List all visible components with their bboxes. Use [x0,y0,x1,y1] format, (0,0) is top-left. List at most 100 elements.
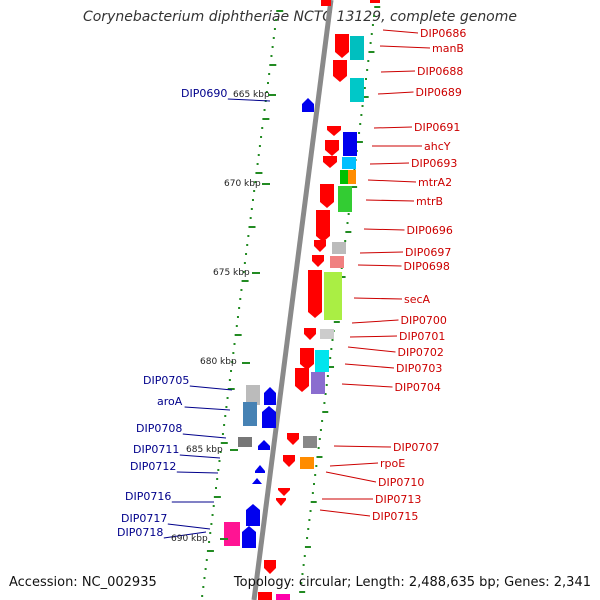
label-leader [349,335,398,338]
gene-label-dip0689: DIP0689 [416,86,462,99]
gc-tick [314,474,317,476]
reverse-gene [258,440,270,450]
gc-tick [323,402,326,404]
kbp-tick [242,362,250,364]
gene-box [340,170,348,184]
gc-tick [306,537,309,539]
gc-tick [246,244,249,246]
gc-tick [317,447,320,449]
gene-label-dip0700: DIP0700 [401,314,447,327]
gc-tick [221,433,224,435]
gc-tick [339,276,346,278]
gene-label-ahcy: ahcY [424,140,451,153]
gene-label-dip0686: DIP0686 [420,27,466,40]
gc-tick [276,10,284,12]
forward-gene [287,433,299,445]
gene-label-mtra2: mtrA2 [418,176,452,189]
gc-tick [224,415,227,417]
label-leader [189,385,233,391]
gc-tick [263,109,266,111]
gene-box [300,457,314,469]
kbp-tick [220,538,228,540]
gene-label-dip0717: DIP0717 [121,512,167,525]
gc-tick [344,240,347,242]
gc-tick [215,487,218,489]
gene-label-dip0690: DIP0690 [181,87,227,100]
gc-tick [223,424,226,426]
label-leader [369,162,410,165]
gc-tick [304,546,311,548]
gc-tick [313,483,316,485]
forward-gene [323,156,337,168]
gc-tick [366,69,369,71]
gc-tick [258,145,261,147]
gc-tick [275,19,278,21]
gc-tick [310,501,317,503]
gc-tick [360,114,363,116]
gc-tick [204,568,207,570]
label-leader [344,363,395,369]
gc-tick [212,505,215,507]
gc-tick [202,586,205,588]
gene-label-mtrb: mtrB [416,195,443,208]
forward-gene [312,255,324,267]
gene-label-dip0698: DIP0698 [404,260,450,273]
reverse-gene [255,465,265,473]
label-leader [227,98,271,102]
gc-tick [301,573,304,575]
gc-tick [205,559,208,561]
forward-gene [327,126,341,136]
gene-label-dip0697: DIP0697 [405,246,451,259]
gc-tick [367,60,370,62]
label-leaders [163,29,431,539]
reverse-gene [262,406,276,428]
gc-tick [201,595,204,597]
forward-gene [276,498,286,506]
gene-label-dip0703: DIP0703 [396,362,442,375]
gc-tick [206,550,214,552]
label-leader [363,228,405,231]
gc-tick [316,456,323,458]
kbp-scale: 665 kbp 670 kbp 675 kbp 680 kbp 685 kbp 690 k… [171,90,276,544]
gc-tick [370,33,373,35]
genome-backbone [251,0,334,600]
gene-box [348,170,356,184]
gene-track [224,0,380,600]
gc-tick [315,465,318,467]
gc-tick [364,78,367,80]
gc-tick [256,163,259,165]
gc-tick [234,334,242,336]
gc-tick [243,262,246,264]
gc-tick [210,523,213,525]
gene-box [246,385,260,405]
reverse-gene [264,387,276,405]
gc-tick [321,420,324,422]
gene-label-dip0693: DIP0693 [411,157,457,170]
forward-gene [283,455,295,467]
label-leader [379,45,431,49]
gc-tick [260,136,263,138]
gene-label-dip0718: DIP0718 [117,526,163,539]
gc-tick [347,213,350,215]
label-leader [382,29,419,34]
forward-gene [300,348,314,370]
gc-tick [242,271,245,273]
gc-tick [369,42,372,44]
gene-box [320,329,334,339]
label-leader [367,179,417,183]
gene-labels: DIP0686 manB DIP0688 DIP0689 DIP0691 ahcY DIP0… [117,27,466,539]
gc-tick [273,28,276,30]
label-leader [347,346,396,353]
label-leader [377,91,414,95]
gene-box [276,594,290,600]
label-leader [329,462,379,467]
gene-box [258,592,272,600]
gene-box [332,242,346,254]
gc-tick [247,235,250,237]
gc-tick [241,280,249,282]
gc-tick [251,199,254,201]
reverse-gene [252,478,262,484]
gc-tick [309,510,312,512]
gene-box [342,157,356,169]
